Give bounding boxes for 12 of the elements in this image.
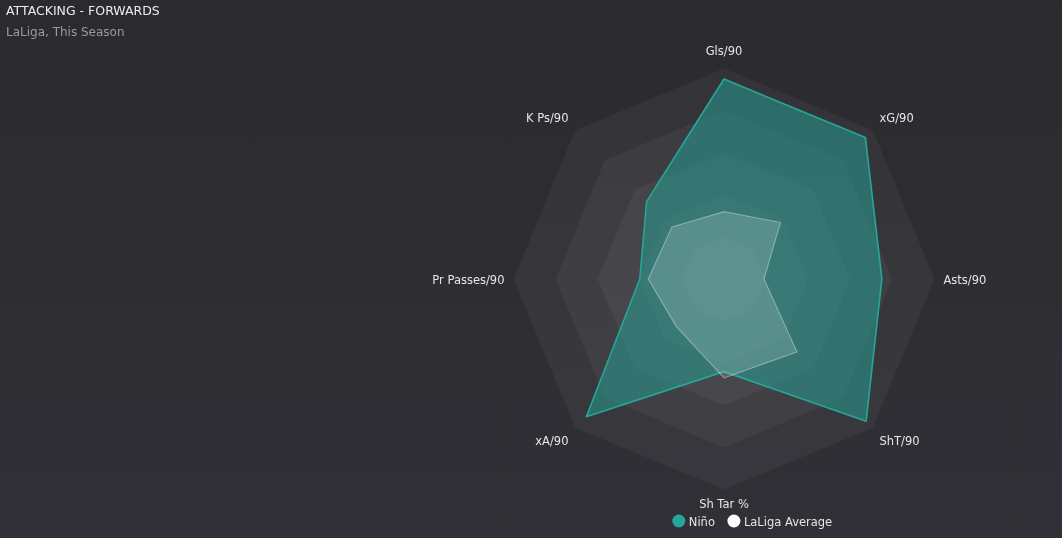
spoke-label: Gls/90	[705, 43, 743, 58]
spoke-label: xG/90	[879, 111, 914, 126]
spoke-label: ShT/90	[879, 433, 920, 448]
text: ATTACKING - FORWARDS	[6, 3, 160, 18]
spoke-label: K Ps/90	[526, 111, 569, 126]
spoke-label: Pr Passes/90	[432, 272, 505, 287]
legend-label: Niño	[688, 514, 715, 529]
spoke-label: Asts/90	[943, 272, 987, 287]
text: LaLiga, This Season	[6, 25, 125, 39]
legend-label: LaLiga Average	[743, 514, 833, 529]
spoke-label: Sh Tar %	[699, 496, 749, 511]
spoke-label: xA/90	[535, 433, 569, 448]
